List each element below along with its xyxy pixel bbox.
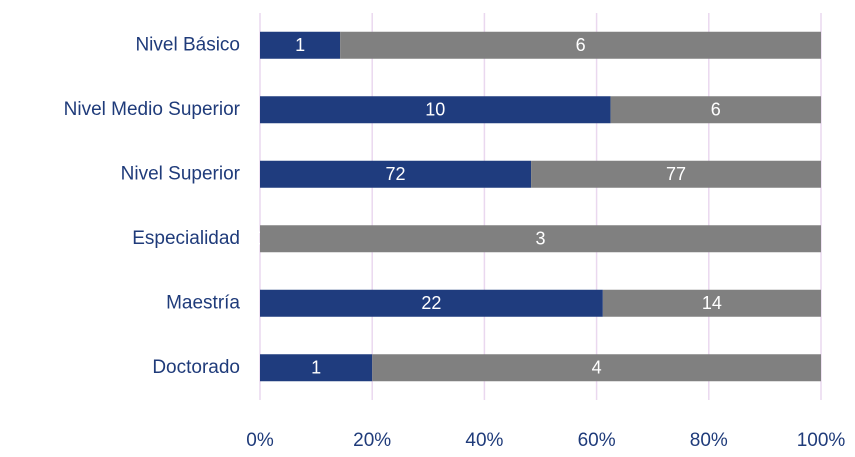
y-tick-label: Nivel Medio Superior [64, 99, 241, 120]
x-tick-label: 20% [353, 430, 391, 451]
bar-segment [340, 31, 821, 59]
bar-segment [531, 160, 821, 188]
data-label: 77 [666, 164, 686, 184]
data-label: 1 [295, 35, 305, 55]
y-tick-label: Especialidad [132, 228, 240, 249]
bar-segment [372, 354, 821, 382]
bar-segment [610, 96, 821, 124]
data-label: 14 [702, 293, 722, 313]
y-tick-label: Nivel Superior [121, 163, 241, 184]
x-tick-label: 100% [797, 430, 846, 451]
bar-segment [260, 96, 611, 124]
bar-segment [260, 31, 341, 59]
x-tick-label: 0% [246, 430, 274, 451]
bar-segment [260, 354, 373, 382]
data-label: 3 [535, 229, 545, 249]
data-label: 6 [711, 100, 721, 120]
y-tick-label: Doctorado [152, 357, 240, 378]
data-label: 4 [592, 358, 602, 378]
data-label: 22 [421, 293, 441, 313]
x-tick-label: 60% [578, 430, 616, 451]
y-tick-label: Nivel Básico [135, 34, 240, 55]
y-tick-label: Maestría [166, 292, 240, 313]
data-label: 1 [311, 358, 321, 378]
data-label: 10 [425, 100, 445, 120]
bar-segment [260, 160, 532, 188]
data-label: 6 [576, 35, 586, 55]
x-tick-label: 40% [465, 430, 503, 451]
bar-segment [260, 289, 603, 317]
bar-segment [260, 225, 821, 253]
bar-segment [602, 289, 821, 317]
data-label: 72 [386, 164, 406, 184]
x-tick-label: 80% [690, 430, 728, 451]
